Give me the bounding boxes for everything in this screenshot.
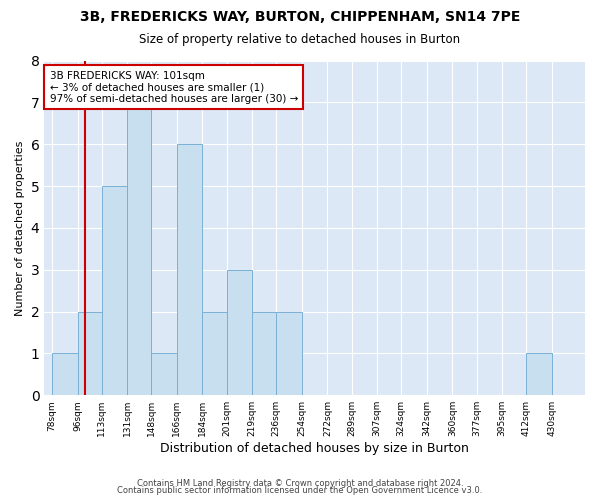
Bar: [526, 354, 552, 395]
Bar: [101, 186, 127, 395]
Bar: [52, 354, 77, 395]
Bar: [202, 312, 227, 395]
Bar: [151, 354, 177, 395]
Text: 3B FREDERICKS WAY: 101sqm
← 3% of detached houses are smaller (1)
97% of semi-de: 3B FREDERICKS WAY: 101sqm ← 3% of detach…: [50, 70, 298, 104]
Text: Contains public sector information licensed under the Open Government Licence v3: Contains public sector information licen…: [118, 486, 482, 495]
Text: Contains HM Land Registry data © Crown copyright and database right 2024.: Contains HM Land Registry data © Crown c…: [137, 478, 463, 488]
X-axis label: Distribution of detached houses by size in Burton: Distribution of detached houses by size …: [160, 442, 469, 455]
Bar: [127, 102, 151, 395]
Bar: [252, 312, 277, 395]
Bar: [177, 144, 202, 395]
Text: 3B, FREDERICKS WAY, BURTON, CHIPPENHAM, SN14 7PE: 3B, FREDERICKS WAY, BURTON, CHIPPENHAM, …: [80, 10, 520, 24]
Bar: [277, 312, 302, 395]
Bar: [77, 312, 101, 395]
Text: Size of property relative to detached houses in Burton: Size of property relative to detached ho…: [139, 32, 461, 46]
Bar: [227, 270, 252, 395]
Y-axis label: Number of detached properties: Number of detached properties: [15, 140, 25, 316]
